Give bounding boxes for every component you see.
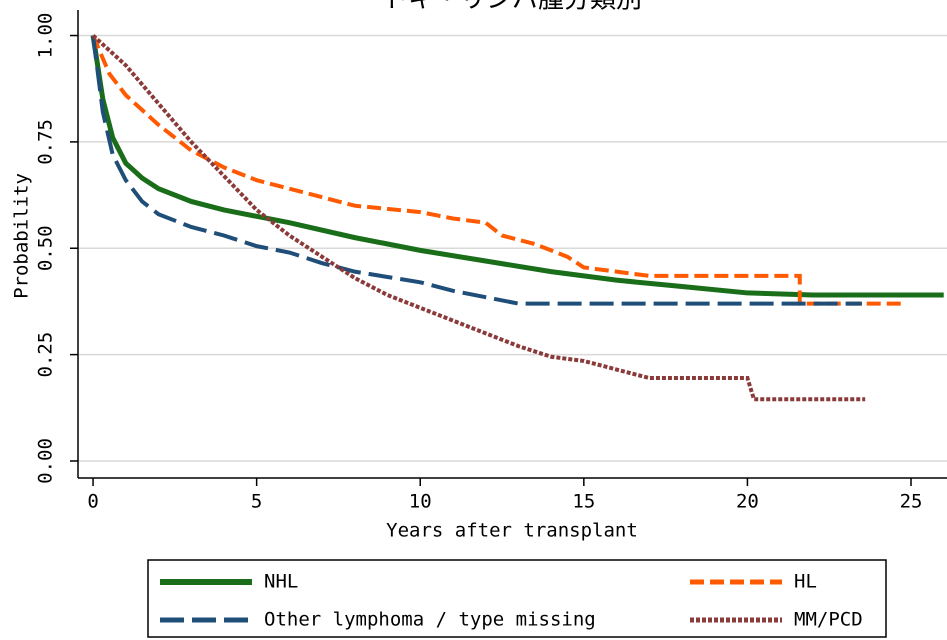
x-axis-label: Years after transplant [386, 520, 638, 542]
x-tick-label: 5 [251, 491, 262, 513]
chart-title: トキ・リンパ腫分類別 [382, 0, 642, 15]
legend-label: Other lymphoma / type missing [264, 609, 596, 631]
series-line [90, 35, 944, 298]
y-tick-label: 0.75 [35, 119, 57, 165]
y-axis-label: Probability [11, 173, 33, 299]
x-tick-label: 25 [900, 491, 923, 513]
legend-label: NHL [264, 571, 298, 593]
x-tick-label: 15 [572, 491, 595, 513]
series-line [91, 34, 866, 402]
y-tick-label: 0.00 [35, 438, 57, 484]
y-tick-label: 0.50 [35, 225, 57, 271]
legend-label: HL [794, 571, 817, 593]
x-tick-label: 20 [736, 491, 759, 513]
y-tick-label: 0.25 [35, 332, 57, 378]
x-tick-label: 10 [409, 491, 432, 513]
legend-label: MM/PCD [794, 609, 863, 631]
y-tick-label: 1.00 [35, 13, 57, 59]
legend-box [147, 559, 887, 638]
x-tick-label: 0 [87, 491, 98, 513]
series-line [91, 35, 862, 306]
series-line [91, 34, 902, 306]
